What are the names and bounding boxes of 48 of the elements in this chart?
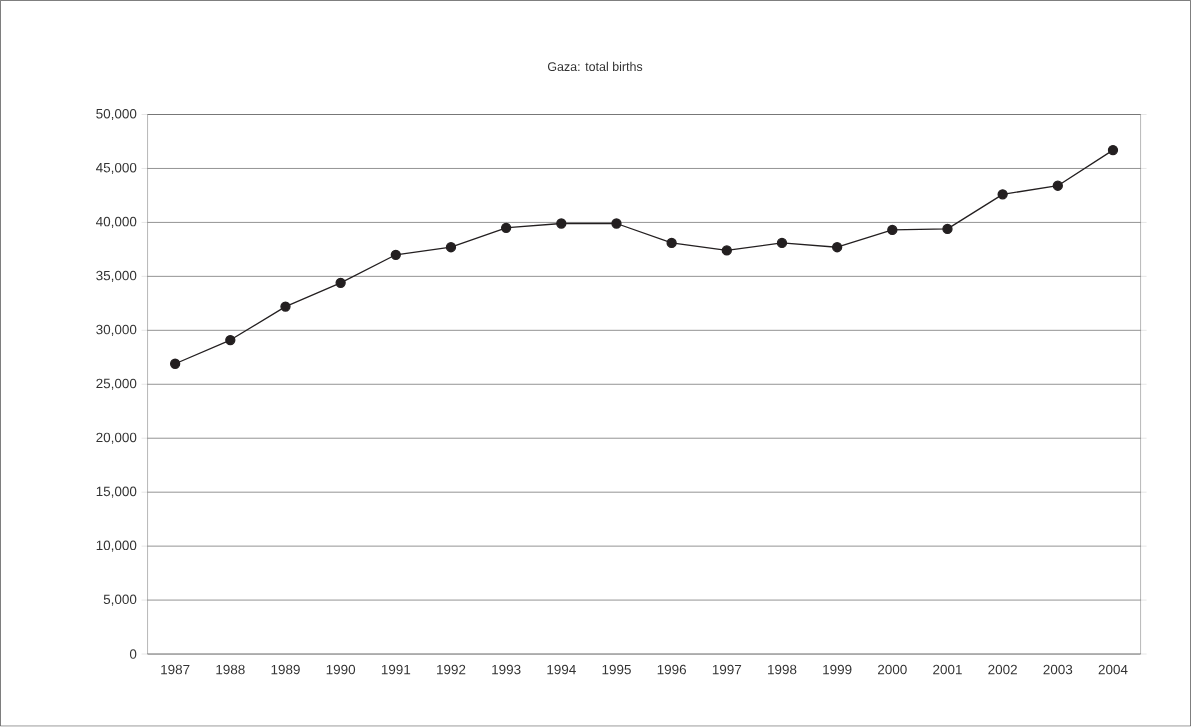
x-tick-label: 2001	[933, 664, 962, 675]
point	[887, 225, 898, 236]
y-tick-label: 0	[129, 649, 137, 660]
point	[390, 249, 401, 261]
y-tick-label: 30,000	[96, 324, 137, 337]
point	[169, 358, 181, 370]
point	[225, 335, 236, 346]
point	[335, 277, 346, 289]
y-tick-label: 25,000	[96, 378, 137, 391]
point	[776, 237, 788, 249]
x-tick-label: 2000	[878, 664, 907, 675]
point	[556, 218, 567, 229]
y-tick-label: 15,000	[96, 486, 137, 498]
point	[1107, 145, 1119, 156]
point	[942, 223, 953, 235]
chart-title: Gaza: total births	[547, 62, 643, 72]
point	[666, 237, 677, 249]
x-tick-label: 2002	[988, 664, 1017, 675]
x-tick-label: 1992	[437, 664, 466, 675]
point	[721, 245, 732, 256]
x-tick-label: 1997	[712, 664, 742, 675]
x-tick-label: 1990	[326, 664, 356, 675]
y-tick-label: 40,000	[96, 217, 137, 229]
y-tick-label: 45,000	[96, 163, 137, 175]
x-tick-label: 1989	[271, 664, 300, 675]
x-tick-label: 1991	[381, 664, 411, 675]
x-tick-label: 2004	[1098, 664, 1128, 675]
y-tick-label: 20,000	[96, 432, 137, 445]
point	[997, 189, 1008, 200]
x-tick-label: 1996	[657, 664, 687, 675]
x-tick-label: 1987	[161, 664, 190, 675]
x-tick-label: 1999	[823, 664, 852, 675]
x-tick-label: 1994	[547, 664, 576, 675]
point	[611, 218, 622, 229]
point	[280, 301, 291, 312]
x-tick-label: 1998	[768, 664, 797, 675]
x-tick-label: 2003	[1043, 664, 1073, 675]
y-tick-label: 10,000	[96, 540, 137, 552]
point	[1052, 180, 1063, 192]
point	[500, 222, 512, 234]
y-tick-label: 50,000	[96, 109, 137, 121]
y-tick-label: 35,000	[96, 271, 137, 283]
point	[831, 242, 843, 253]
y-tick-label: 5,000	[103, 594, 137, 606]
x-tick-label: 1988	[216, 664, 245, 675]
x-tick-label: 1993	[492, 664, 521, 675]
point	[445, 242, 457, 253]
x-tick-label: 1995	[602, 664, 631, 675]
